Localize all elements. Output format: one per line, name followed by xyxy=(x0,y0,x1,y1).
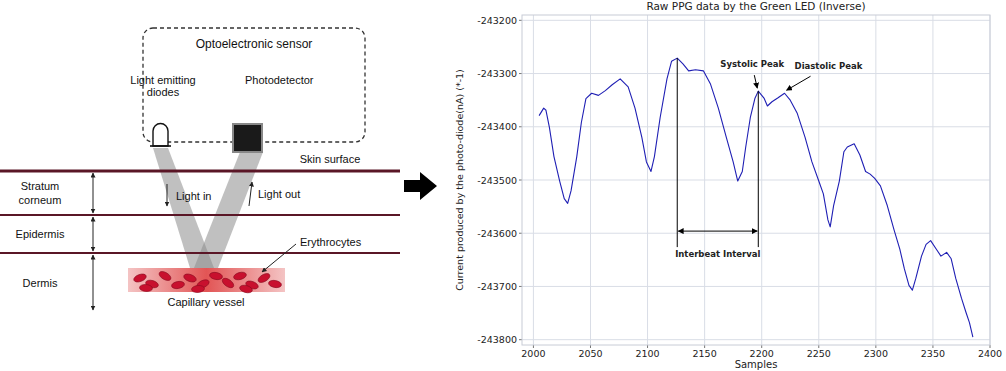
tick-label-y: -243300 xyxy=(477,68,517,79)
annotation-label: Diastolic Peak xyxy=(795,61,863,71)
interval-bound xyxy=(758,91,759,247)
sensor-title: Optoelectronic sensor xyxy=(196,37,313,51)
detector-label: Photodetector xyxy=(245,74,314,86)
grid-line-y xyxy=(522,20,990,21)
grid-line-x xyxy=(533,15,534,345)
erythrocyte xyxy=(268,279,282,288)
sensor-diagram: Optoelectronic sensor Light emittingdiode… xyxy=(0,28,400,310)
chart: -243800 -243700 -243600 -243500 -243400 -2433… xyxy=(454,0,1002,370)
annotation-arrow xyxy=(754,75,757,88)
skin-layer-line xyxy=(0,170,400,173)
interval-bound xyxy=(677,58,678,247)
layer-label: corneum xyxy=(19,194,62,206)
chart-title: Raw PPG data by the Green LED (Inverse) xyxy=(646,0,865,12)
tick-label-x: 2050 xyxy=(578,348,602,359)
data-layer xyxy=(539,58,973,337)
capillary-vessel xyxy=(128,268,285,292)
layer-label: Stratum xyxy=(21,180,60,192)
tick-label-x: 2150 xyxy=(693,348,717,359)
figure: Optoelectronic sensor Light emittingdiode… xyxy=(0,0,1006,371)
grid-line-y xyxy=(522,339,990,340)
tick-label-y: -243400 xyxy=(477,121,517,132)
tick-label-x: 2200 xyxy=(750,348,774,359)
annotation-label: Systolic Peak xyxy=(720,59,784,69)
annotation-arrow xyxy=(787,76,811,90)
transition-arrow xyxy=(404,172,437,200)
erythrocyte xyxy=(183,272,198,283)
erythrocyte xyxy=(239,284,253,294)
erythrocyte xyxy=(171,280,185,289)
tick-label-x: 2300 xyxy=(864,348,888,359)
tick-label-x: 2100 xyxy=(635,348,659,359)
interval-arrow xyxy=(678,231,757,232)
led xyxy=(153,124,168,147)
layer-arrow xyxy=(93,255,94,310)
tick-label-x: 2000 xyxy=(521,348,545,359)
skin-surface-label: Skin surface xyxy=(300,153,361,165)
plot-background xyxy=(522,15,990,345)
erythrocyte xyxy=(158,270,173,283)
plot-frame xyxy=(522,15,990,345)
emitter-label: Light emitting xyxy=(130,74,195,86)
grid-line-x xyxy=(590,15,591,345)
layer-arrow xyxy=(93,217,94,251)
skin-layer-line xyxy=(0,252,400,254)
tick-label-y: -243800 xyxy=(477,334,517,345)
tick-label-y: -243700 xyxy=(477,281,517,292)
tick-label-y: -243200 xyxy=(477,15,517,26)
erythrocyte xyxy=(221,276,236,289)
erythrocyte xyxy=(191,285,205,293)
grid-line-x xyxy=(932,15,933,345)
erythrocyte xyxy=(133,272,148,283)
tick-label-x: 2400 xyxy=(978,348,1002,359)
erythrocyte xyxy=(209,271,223,280)
light-in-label: Light in xyxy=(176,190,211,202)
grid-line-y xyxy=(522,233,990,234)
emitter-label: diodes xyxy=(147,86,180,98)
vessel-label: Capillary vessel xyxy=(167,296,244,308)
layer-arrow xyxy=(93,173,94,213)
grid-line-y xyxy=(522,73,990,74)
light-beam-out xyxy=(194,152,263,268)
tick-label-y: -243500 xyxy=(477,175,517,186)
interval-label: Interbeat Interval xyxy=(675,249,760,259)
grid-line-y xyxy=(522,126,990,127)
tick-label-x: 2350 xyxy=(921,348,945,359)
skin-layer-line xyxy=(0,214,400,216)
grid-line-x xyxy=(704,15,705,345)
erythrocyte xyxy=(139,284,153,292)
tick-label-x: 2250 xyxy=(807,348,831,359)
led-base xyxy=(150,145,171,147)
x-axis-label: Samples xyxy=(735,359,778,370)
light-out-arrow xyxy=(249,182,252,206)
ppg-line xyxy=(539,58,973,337)
tick-label-y: -243600 xyxy=(477,228,517,239)
annotations: Systolic Peak Diastolic Peak Interbeat Int… xyxy=(675,58,863,259)
grid-line-y xyxy=(522,286,990,287)
light-out-label: Light out xyxy=(258,188,300,200)
grid-line-x xyxy=(647,15,648,345)
layer-label: Epidermis xyxy=(16,228,65,240)
y-axis-label: Current produced by the photo-diode(nA) … xyxy=(454,69,465,291)
cells-label: Erythrocytes xyxy=(300,236,362,248)
layer-label: Dermis xyxy=(23,277,58,289)
grid-line-y xyxy=(522,180,990,181)
photodetector xyxy=(233,124,262,152)
light-in-arrow xyxy=(167,184,168,206)
erythrocyte xyxy=(233,271,247,281)
cells-pointer xyxy=(262,244,296,272)
